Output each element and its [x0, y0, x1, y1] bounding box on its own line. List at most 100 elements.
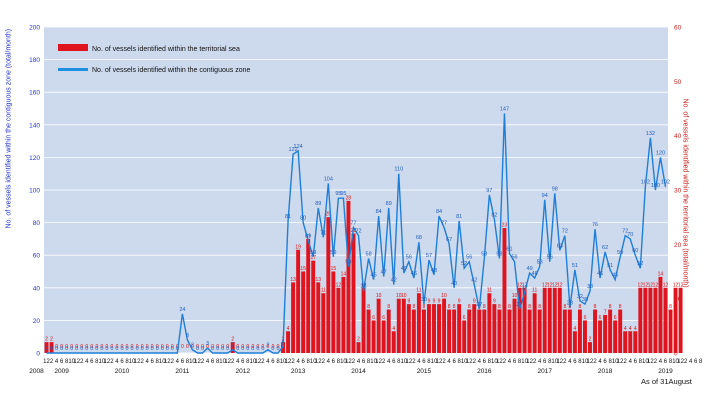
line-value-label: 0	[105, 346, 108, 352]
line-value-label: 58	[496, 251, 502, 257]
bar-value-label: 2	[231, 337, 234, 343]
month-tick-label: 6	[151, 359, 155, 365]
bar-value-label: 0	[90, 344, 93, 350]
line-value-label: 67	[446, 237, 452, 243]
month-tick-label: 8	[608, 359, 612, 365]
bar-value-label: 8	[538, 304, 541, 310]
month-tick-label: 8	[125, 359, 129, 365]
line-value-label: 0	[216, 346, 219, 352]
right-tick-label: 50	[674, 79, 682, 86]
month-tick-label: 6	[452, 359, 456, 365]
line-value-label: 61	[506, 247, 512, 253]
month-tick-label: 4	[417, 359, 421, 365]
month-tick-label: 6	[120, 359, 124, 365]
bar-value-label: 0	[111, 344, 114, 350]
territorial-sea-bars	[44, 200, 683, 353]
month-tick-label: 8	[397, 359, 401, 365]
month-tick-label: 2	[442, 359, 446, 365]
bar-value-label: 0	[131, 344, 134, 350]
month-tick-label: 8	[246, 359, 250, 365]
line-value-label: 132	[646, 131, 655, 137]
line-value-label: 0	[241, 346, 244, 352]
month-tick-label: 6	[60, 359, 64, 365]
bar-value-label: 25	[326, 212, 332, 218]
month-tick-label: 4	[206, 359, 210, 365]
year-label: 2013	[291, 368, 306, 375]
territorial-sea-bar	[537, 309, 542, 353]
line-value-label: 0	[161, 346, 164, 352]
month-tick-label: 6	[603, 359, 607, 365]
line-value-label: 147	[500, 106, 509, 112]
territorial-sea-bar	[613, 320, 618, 353]
month-tick-label: 10	[340, 359, 347, 365]
bar-value-label: 2	[589, 337, 592, 343]
month-tick-label: 12	[617, 359, 624, 365]
month-tick-label: 6	[634, 359, 638, 365]
territorial-sea-bar	[472, 304, 477, 353]
month-tick-label: 4	[145, 359, 149, 365]
month-tick-label: 6	[211, 359, 215, 365]
bar-value-label: 17	[310, 255, 316, 261]
line-value-label: 59	[330, 250, 336, 256]
bar-value-label: 4	[634, 326, 637, 332]
line-value-label: 97	[486, 188, 492, 194]
bar-value-label: 0	[256, 344, 259, 350]
bar-value-label: 12	[663, 282, 669, 288]
bar-value-label: 11	[321, 288, 326, 294]
territorial-sea-bar	[341, 276, 346, 353]
bar-value-label: 6	[463, 315, 466, 321]
month-tick-label: 2	[503, 359, 507, 365]
bar-value-label: 28	[346, 195, 352, 201]
month-tick-label: 8	[276, 359, 280, 365]
line-value-label: 0	[151, 346, 154, 352]
line-value-label: 95	[335, 191, 341, 197]
territorial-sea-bar	[286, 331, 291, 353]
territorial-sea-bar	[608, 309, 613, 353]
territorial-sea-bar	[673, 287, 678, 353]
month-tick-label: 8	[216, 359, 220, 365]
bar-value-label: 0	[206, 344, 209, 350]
territorial-sea-bar	[331, 271, 336, 353]
line-value-label: 2	[266, 343, 269, 349]
month-tick-label: 12	[194, 359, 201, 365]
month-tick-label: 6	[241, 359, 245, 365]
left-tick-label: 200	[29, 25, 40, 32]
bar-value-label: 0	[75, 344, 78, 350]
month-tick-label: 2	[140, 359, 144, 365]
month-tick-label: 10	[249, 359, 256, 365]
line-value-label: 30	[421, 297, 427, 303]
month-tick-label: 6	[543, 359, 547, 365]
month-tick-label: 2	[171, 359, 175, 365]
territorial-sea-bar	[356, 342, 361, 353]
bar-value-label: 10	[512, 293, 518, 299]
month-tick-label: 8	[337, 359, 341, 365]
line-value-label: 52	[637, 261, 643, 267]
territorial-sea-bar	[583, 320, 587, 353]
bar-value-label: 4	[629, 326, 632, 332]
bar-value-label: 0	[106, 344, 109, 350]
bar-value-label: 11	[416, 288, 421, 294]
bar-value-label: 8	[669, 304, 672, 310]
line-value-label: 4	[282, 339, 285, 345]
month-tick-label: 10	[672, 359, 679, 365]
line-value-label: 110	[394, 167, 403, 173]
territorial-sea-bar	[598, 320, 603, 353]
line-value-label: 89	[315, 201, 321, 207]
territorial-sea-bar	[381, 320, 386, 353]
month-tick-label: 4	[478, 359, 482, 365]
line-value-label: 56	[466, 255, 472, 261]
line-value-label: 0	[70, 346, 73, 352]
month-tick-label: 12	[224, 359, 231, 365]
month-tick-label: 4	[387, 359, 391, 365]
territorial-sea-bar	[552, 287, 557, 353]
bar-value-label: 8	[387, 304, 390, 310]
bar-value-label: 0	[246, 344, 249, 350]
territorial-sea-bar	[230, 342, 235, 353]
territorial-sea-bar	[557, 287, 562, 353]
right-axis-title: No. of vessels identified within the ter…	[681, 98, 689, 288]
month-tick-label: 2	[201, 359, 205, 365]
year-label: 2008	[29, 368, 44, 375]
bar-value-label: 0	[60, 344, 63, 350]
bar-value-label: 12	[678, 282, 684, 288]
month-tick-label: 8	[95, 359, 99, 365]
